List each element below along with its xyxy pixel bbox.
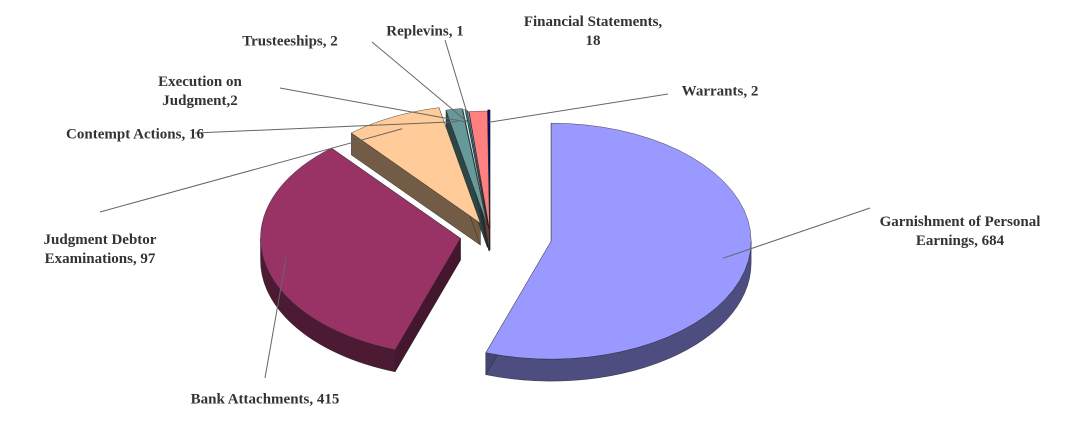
data-label: Financial Statements, 18 bbox=[518, 13, 668, 51]
value-text: , 415 bbox=[309, 391, 340, 408]
category-name: Replevins bbox=[386, 23, 449, 40]
leader-line bbox=[99, 128, 403, 213]
category-name: Contempt Actions bbox=[66, 126, 182, 143]
value-text: , 18 bbox=[585, 14, 663, 49]
data-label: Warrants, 2 bbox=[645, 83, 795, 102]
value-text: , 16 bbox=[181, 126, 204, 143]
data-label: Trusteeships, 2 bbox=[215, 33, 365, 52]
slice bbox=[468, 110, 490, 230]
leader-line bbox=[194, 121, 458, 134]
leader-line bbox=[264, 257, 287, 379]
slice bbox=[487, 109, 491, 228]
value-text: , 684 bbox=[974, 233, 1005, 249]
category-name: Warrants bbox=[681, 83, 744, 100]
data-label: Garnishment of Personal Earnings, 684 bbox=[860, 213, 1060, 251]
slice bbox=[260, 147, 461, 351]
leader-line bbox=[488, 93, 669, 123]
category-name: Bank Attachments bbox=[190, 391, 310, 408]
leader-lines bbox=[99, 39, 871, 379]
data-label: Judgment Debtor Examinations, 97 bbox=[5, 231, 195, 269]
leader-line bbox=[722, 207, 871, 259]
leader-line bbox=[444, 39, 471, 125]
value-text: , 97 bbox=[132, 251, 156, 267]
leader-line bbox=[371, 41, 470, 124]
slice bbox=[485, 122, 752, 360]
data-label: Replevins, 1 bbox=[350, 23, 500, 42]
category-name: Execution on Judgment bbox=[158, 74, 242, 109]
category-name: Trusteeships bbox=[242, 33, 323, 50]
value-text: , 1 bbox=[448, 23, 464, 40]
slice bbox=[445, 108, 488, 226]
data-label: Bank Attachments, 415 bbox=[190, 391, 340, 410]
category-name: Garnishment of Personal Earnings bbox=[879, 214, 1041, 249]
value-text: , 2 bbox=[322, 33, 338, 50]
slice bbox=[462, 109, 489, 227]
slice bbox=[467, 111, 490, 230]
data-label: Contempt Actions, 16 bbox=[60, 126, 210, 145]
value-text: , 2 bbox=[743, 83, 759, 100]
data-label: Execution on Judgment,2 bbox=[125, 73, 275, 111]
leader-line bbox=[279, 87, 467, 123]
slice bbox=[350, 107, 481, 224]
category-name: Judgment Debtor Examinations bbox=[43, 232, 157, 267]
category-name: Financial Statements bbox=[523, 14, 659, 30]
value-text: ,2 bbox=[226, 93, 238, 109]
slice-tops bbox=[260, 107, 752, 360]
